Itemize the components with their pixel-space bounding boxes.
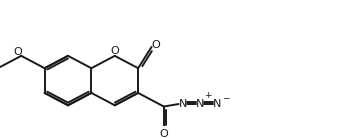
Text: N: N (213, 99, 221, 109)
Text: −: − (222, 93, 230, 102)
Text: N: N (179, 99, 187, 109)
Text: O: O (151, 40, 160, 50)
Text: N: N (196, 99, 204, 109)
Text: O: O (159, 129, 168, 138)
Text: +: + (204, 91, 211, 100)
Text: O: O (111, 46, 119, 56)
Text: O: O (14, 47, 23, 57)
